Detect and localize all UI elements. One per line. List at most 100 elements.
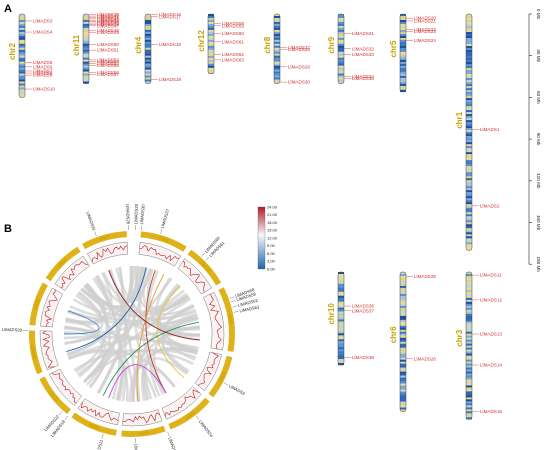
circos-gene-label: LlMADS29 xyxy=(133,203,139,224)
chromosome-band xyxy=(466,80,472,83)
gene-label: LlMADS25 xyxy=(414,274,436,279)
circos-chromosome-label: chr10 xyxy=(29,345,37,359)
synteny-link xyxy=(149,357,188,397)
chromosome-band xyxy=(208,25,214,29)
chromosome-band xyxy=(400,323,406,327)
gene-label: LlMADS56 xyxy=(97,70,119,75)
chromosome-band xyxy=(466,92,472,95)
chromosome-band xyxy=(19,73,25,76)
chromosome-band xyxy=(400,75,406,79)
legend-tick-label: 3.00 xyxy=(267,259,276,264)
chromosome-band xyxy=(145,31,151,35)
chromosome-band xyxy=(208,69,214,72)
circos-gene-tick xyxy=(160,229,163,235)
chromosome-band xyxy=(466,162,472,165)
gene-label: LlMADS27 xyxy=(288,45,310,50)
chromosome-band xyxy=(208,29,214,33)
circos-chromosome-label: chr9 xyxy=(87,422,99,432)
chromosome-band xyxy=(274,69,280,72)
chromosome-band xyxy=(208,41,214,45)
chromosome-band xyxy=(274,51,280,54)
chromosome-band xyxy=(19,75,25,78)
chromosome-band xyxy=(466,381,472,384)
chromosome-band xyxy=(400,401,406,404)
chromosome-band xyxy=(466,291,472,295)
chromosome-band xyxy=(466,198,472,201)
chromosome-band xyxy=(400,383,406,386)
chromosome-band xyxy=(338,45,344,48)
synteny-link xyxy=(156,285,190,314)
chromosome-band xyxy=(466,313,472,316)
chromosome-band xyxy=(466,152,472,155)
chromosome-band xyxy=(145,29,151,33)
chromosome-label: chr1 xyxy=(455,111,464,128)
chromosome-band xyxy=(19,71,25,74)
chromosome-band xyxy=(145,65,151,68)
chromosome-band xyxy=(338,65,344,68)
chromosome-band xyxy=(338,25,344,29)
chromosome-band xyxy=(466,190,472,193)
chromosome-band xyxy=(466,383,472,386)
chromosome-band xyxy=(466,150,472,153)
circos-gene-label: LlMADS30 xyxy=(139,204,146,225)
chromosome-band xyxy=(466,130,472,133)
chromosome-band xyxy=(83,29,89,33)
chromosome-band xyxy=(466,285,472,289)
chromosome-band xyxy=(338,343,344,346)
chromosome-band xyxy=(466,343,472,346)
chromosome-band xyxy=(208,17,214,21)
chromosome-band xyxy=(338,55,344,58)
chromosome-band xyxy=(466,349,472,352)
chromosome-band xyxy=(400,391,406,394)
chromosome-band xyxy=(338,49,344,52)
chromosome-band xyxy=(466,367,472,370)
chromosome-band xyxy=(466,136,472,139)
synteny-link xyxy=(136,365,158,402)
circos-gene-tick xyxy=(223,382,229,386)
chromosome-band xyxy=(466,339,472,342)
chromosome-band xyxy=(338,291,344,294)
chromosome-band xyxy=(274,45,280,48)
chromosome-band xyxy=(145,51,151,54)
chromosome-band xyxy=(400,43,406,47)
chromosome-band xyxy=(208,47,214,51)
chromosome-band xyxy=(400,295,406,299)
chromosome-band xyxy=(338,77,344,80)
chromosome-band xyxy=(274,59,280,62)
chromosome-band xyxy=(83,41,89,44)
chromosome-band xyxy=(274,31,280,35)
chromosome-band xyxy=(274,41,280,44)
chromosome-band xyxy=(466,317,472,320)
chromosome-band xyxy=(400,85,406,89)
chromosome-band xyxy=(400,61,406,65)
chromosome-band xyxy=(466,357,472,360)
chromosome-band xyxy=(466,333,472,336)
chromosome-band xyxy=(400,57,406,61)
legend-tick-label: 6.00 xyxy=(267,251,276,256)
gene-label: LlMADS48 xyxy=(97,28,119,33)
gene-label: LlMADS36 xyxy=(352,304,374,309)
chromosome-band xyxy=(466,353,472,356)
circos-gene-label: LlMADS16 xyxy=(133,444,139,450)
gene-duplication-link xyxy=(108,269,200,341)
chromosome-band xyxy=(400,317,406,321)
chromosome-band xyxy=(19,91,25,94)
gene-label: LlMADS58 xyxy=(222,21,244,26)
chromosome-band xyxy=(338,347,344,350)
chromosome-band xyxy=(466,319,472,322)
circos-chromosome-label: chr6 xyxy=(138,430,149,437)
chromosome-band xyxy=(145,21,151,25)
chromosome-band xyxy=(83,75,89,78)
gene-label: LlMADS54 xyxy=(97,61,119,66)
chromosome-band xyxy=(466,301,472,305)
gene-label: LlMADS45 xyxy=(97,21,119,26)
chromosome-band xyxy=(466,54,472,57)
chromosome-band xyxy=(400,79,406,83)
legend-tick-label: 24.00 xyxy=(267,204,278,209)
chromosome-label: chr2 xyxy=(8,43,17,60)
gene-density-line xyxy=(91,245,128,263)
scale-tick-label: 0 Mb xyxy=(536,9,541,20)
chromosome-band xyxy=(466,389,472,392)
